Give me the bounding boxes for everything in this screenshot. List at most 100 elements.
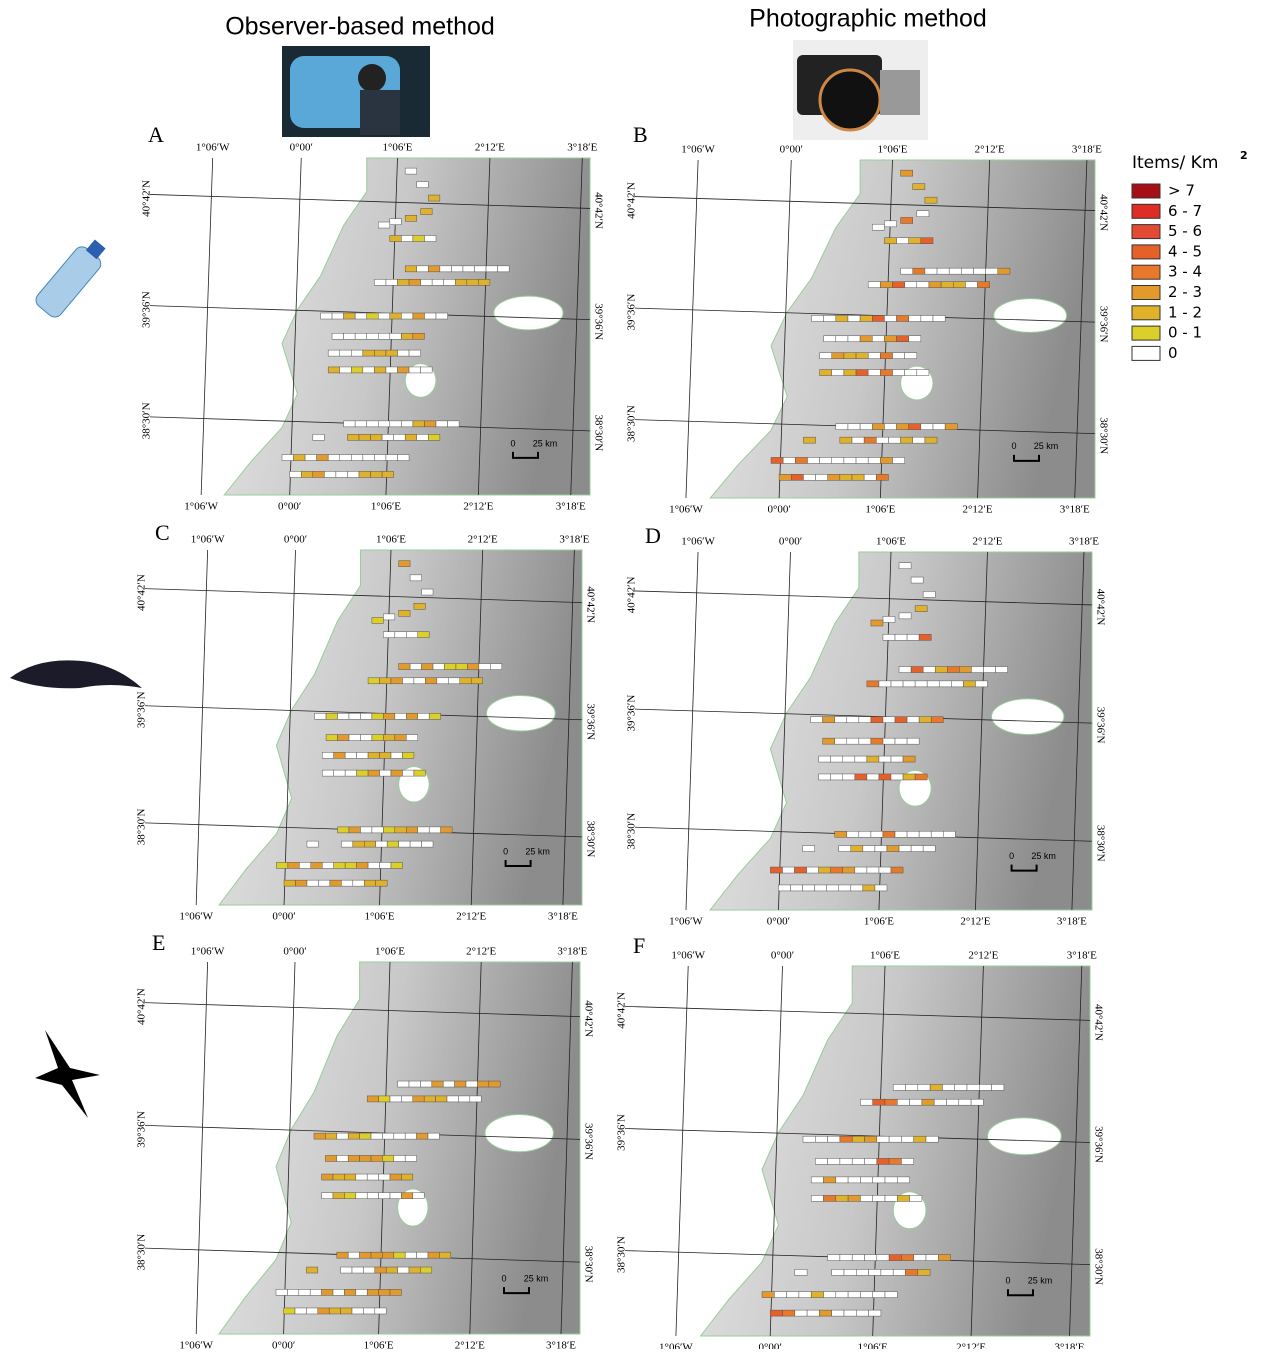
transect-cell [394,1155,405,1161]
transect-cell [831,774,843,780]
transect-cell [943,831,955,837]
longitude-label: 3°18′E [567,142,597,154]
longitude-label: 0°00′ [771,950,794,962]
longitude-label: 3°18′E [1060,504,1090,516]
transect-cell [795,1269,807,1275]
transect-cell [895,634,907,640]
transect-cell [856,353,868,359]
transect-cell [428,195,440,201]
transect-cell [390,236,402,242]
transect-cell [348,1155,359,1161]
latitude-label: 39°36′N [1097,306,1109,343]
transect-cell [334,752,345,758]
legend-label: 6 - 7 [1168,202,1202,220]
transect-cell [421,367,433,373]
transect-cell [382,1133,393,1139]
bottle-icon [33,234,112,320]
transect-cell [897,336,909,342]
longitude-label: 3°18′E [556,501,586,513]
transect-cell [979,1084,991,1090]
transect-cell [417,182,429,188]
transect-cell [337,1155,348,1161]
transect-cell [836,424,848,430]
transect-cell [843,756,855,762]
transect-cell [399,561,410,567]
transect-cell [413,236,425,242]
transect-cell [402,678,413,684]
longitude-label: 1°06′E [858,1342,888,1349]
transect-cell [901,1158,913,1164]
transect-cell [382,1155,393,1161]
column-title: Observer-based method [225,13,495,41]
legend-title: Items/ Km [1132,153,1218,173]
transect-cell [899,563,911,569]
transect-cell [490,664,501,670]
transect-cell [360,1252,371,1258]
transect-cell [417,1252,428,1258]
transect-cell [313,434,325,440]
transect-cell [868,353,880,359]
transect-cell [398,455,410,461]
transect-cell [869,1269,881,1275]
transect-cell [939,681,951,687]
transect-cell [276,1289,287,1295]
transect-cell [852,1158,864,1164]
transect-cell [406,632,417,638]
longitude-label: 0°00′ [272,911,295,923]
transect-cell [860,1177,872,1183]
legend-swatch [1132,306,1160,320]
transect-cell [276,862,287,868]
column-title: Photographic method [749,5,987,33]
transect-cell [296,880,307,886]
whale-icon [10,660,142,688]
transect-cell [391,770,402,776]
transect-cell [891,756,903,762]
transect-cell [330,880,341,886]
longitude-label: 1°06′W [671,950,705,962]
transect-cell [889,1255,901,1261]
transect-cell [351,350,363,356]
transect-cell [884,424,896,430]
transect-cell [835,717,847,723]
transect-cell [322,1193,333,1199]
transect-cell [891,774,903,780]
transect-cell [307,841,318,847]
transect-cell [284,1308,295,1314]
transect-cell [867,756,879,762]
transect-cell [901,268,913,274]
transect-cell [337,1133,348,1139]
transect-cell [876,437,888,443]
transect-cell [359,471,371,477]
longitude-label: 0°00′ [767,916,790,928]
transect-cell [848,424,860,430]
transect-cell [820,457,832,463]
transect-cell [486,266,498,272]
transect-cell [901,1136,913,1142]
longitude-label: 3°18′E [1072,144,1102,156]
transect-cell [338,735,349,741]
transect-cell [332,333,344,339]
transect-cell [836,315,848,321]
transect-cell [345,862,356,868]
transect-cell [448,421,460,427]
transect-cell [947,1099,959,1105]
transect-cell [787,1292,799,1298]
transect-cell [779,474,791,480]
transect-cell [391,678,402,684]
transect-cell [919,831,931,837]
transect-cell [872,336,884,342]
transect-cell [867,867,879,873]
transect-cell [901,437,913,443]
transect-cell [383,632,394,638]
scale-length: 25 km [1034,441,1059,451]
transect-cell [390,333,402,339]
transect-cell [368,862,379,868]
transect-cell [422,664,433,670]
transect-cell [856,457,868,463]
camera-photo [793,40,928,140]
transect-cell [899,667,911,673]
transect-cell [941,282,953,288]
scale-length: 25 km [1028,1276,1053,1286]
transect-cell [907,738,919,744]
transect-cell [851,885,863,891]
